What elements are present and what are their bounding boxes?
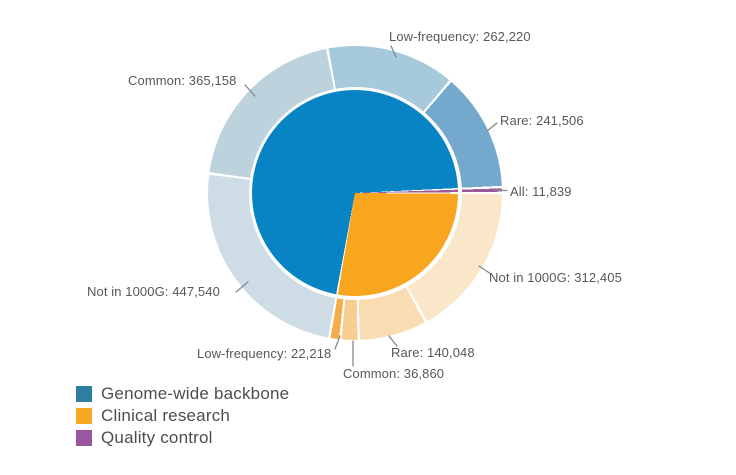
legend-label: Genome-wide backbone — [101, 383, 290, 403]
legend-label: Clinical research — [101, 405, 231, 425]
segment-label-all-quality: All: 11,839 — [510, 184, 572, 199]
segment-label-rare-clinical: Rare: 140,048 — [391, 345, 475, 360]
donut-chart — [208, 46, 502, 340]
legend-swatch-genome-wide-backbone — [76, 385, 92, 402]
segment-label-notin1000g-backbone: Not in 1000G: 447,540 — [87, 284, 220, 299]
segment-label-low-frequency-clinical: Low-frequency: 22,218 — [197, 346, 332, 361]
legend-label: Quality control — [101, 427, 213, 447]
legend-swatch-quality-control — [76, 429, 92, 446]
segment-label-rare-backbone: Rare: 241,506 — [500, 113, 584, 128]
legend: Genome-wide backbone Clinical research Q… — [76, 383, 290, 447]
legend-item-clinical-research: Clinical research — [76, 405, 289, 425]
segment-label-low-frequency-backbone: Low-frequency: 262,220 — [389, 29, 531, 44]
segment-label-notin1000g-clinical: Not in 1000G: 312,405 — [489, 270, 622, 285]
legend-item-genome-wide-backbone: Genome-wide backbone — [76, 383, 290, 403]
legend-swatch-clinical-research — [76, 407, 92, 424]
legend-item-quality-control: Quality control — [76, 427, 289, 447]
segment-label-common-clinical: Common: 36,860 — [343, 366, 445, 381]
segment-label-common-backbone: Common: 365,158 — [128, 73, 237, 88]
inner-pie — [252, 90, 458, 296]
